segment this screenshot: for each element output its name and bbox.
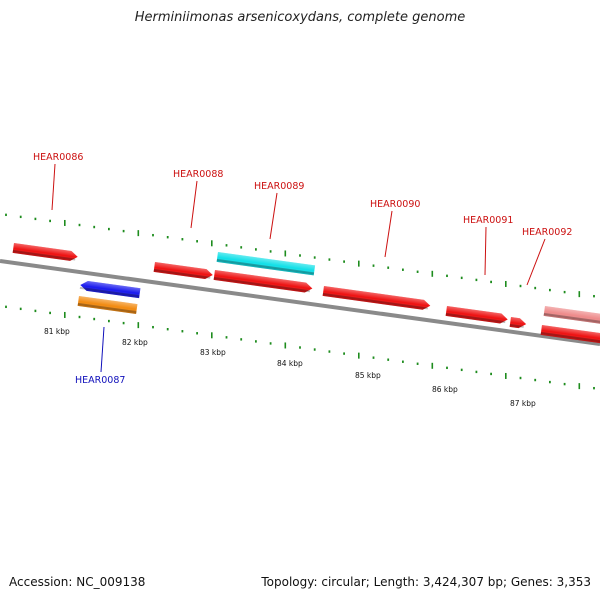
scale-label: 87 kbp <box>510 399 536 408</box>
gene-label[interactable]: HEAR0087 <box>75 375 125 386</box>
map-title: Herminiimonas arsenicoxydans, complete g… <box>134 10 466 25</box>
gene-arrow[interactable] <box>153 262 214 280</box>
gene-label[interactable]: HEAR0086 <box>33 152 83 163</box>
lower-tick-ruler <box>5 305 595 390</box>
gene-labels: HEAR0086 HEAR0087 HEAR0088 HEAR0089 HEAR0090… <box>33 152 572 386</box>
gene-arrow[interactable] <box>509 317 527 329</box>
gene-leader-line <box>190 180 198 229</box>
gene-arrow[interactable] <box>12 243 79 262</box>
genome-backbone <box>0 259 600 346</box>
gene-leader-line <box>526 238 546 286</box>
gene-arrow[interactable] <box>79 280 141 299</box>
gene-label[interactable]: HEAR0091 <box>463 215 513 226</box>
gene-leader-line <box>269 192 278 240</box>
scale-label: 83 kbp <box>200 348 226 357</box>
upper-tick-ruler <box>5 213 595 298</box>
gene-label[interactable]: HEAR0088 <box>173 169 223 180</box>
scale-label: 82 kbp <box>122 338 148 347</box>
genome-stats-text: Topology: circular; Length: 3,424,307 bp… <box>261 575 591 589</box>
gene-arrow[interactable] <box>445 306 509 324</box>
scale-labels: 81 kbp 82 kbp 83 kbp 84 kbp 85 kbp 86 kbp 87 k… <box>44 327 536 408</box>
gene-leader-line <box>100 326 105 373</box>
accession-text: Accession: NC_009138 <box>9 575 146 589</box>
gene-label[interactable]: HEAR0090 <box>370 199 420 210</box>
gene-arrow[interactable] <box>216 252 316 276</box>
gene-arrow[interactable] <box>213 270 313 293</box>
gene-leader-line <box>484 226 487 276</box>
gene-label[interactable]: HEAR0092 <box>522 227 572 238</box>
scale-label: 86 kbp <box>432 385 458 394</box>
gene-features <box>12 243 600 344</box>
gene-arrow[interactable] <box>543 306 600 325</box>
gene-arrow[interactable] <box>77 296 138 314</box>
gene-leader-line <box>384 210 393 258</box>
gene-leader-line <box>51 163 56 211</box>
scale-label: 85 kbp <box>355 371 381 380</box>
gene-label[interactable]: HEAR0089 <box>254 181 304 192</box>
gene-arrow[interactable] <box>540 325 600 344</box>
scale-label: 81 kbp <box>44 327 70 336</box>
scale-label: 84 kbp <box>277 359 303 368</box>
gene-arrow[interactable] <box>322 286 431 311</box>
